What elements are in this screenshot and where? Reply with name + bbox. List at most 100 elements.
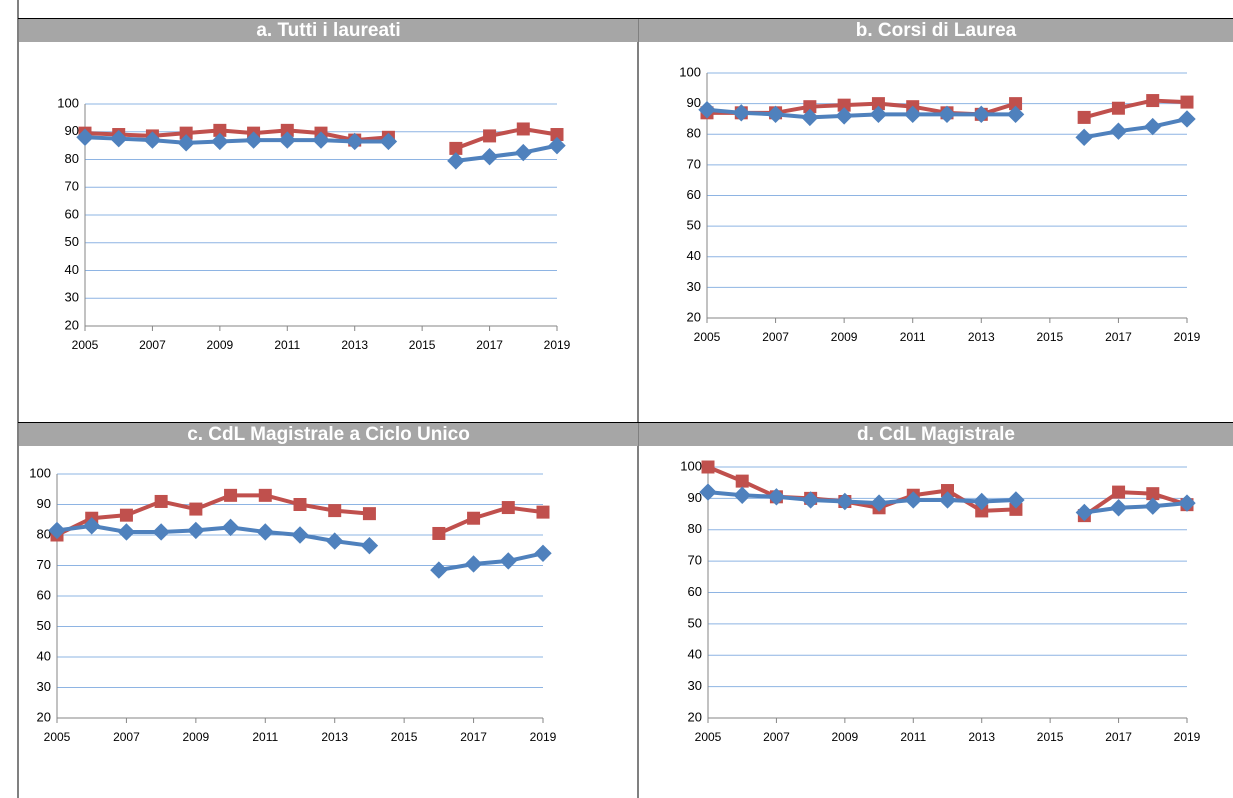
- x-tick-label: 2017: [460, 730, 487, 744]
- marker: [1109, 499, 1128, 517]
- marker: [154, 494, 168, 508]
- marker: [501, 501, 515, 515]
- marker: [972, 105, 990, 124]
- marker: [467, 511, 481, 525]
- marker: [256, 523, 274, 541]
- marker: [312, 131, 330, 149]
- marker: [699, 483, 717, 501]
- y-tick-label: 70: [687, 156, 701, 171]
- series-line: [84, 135, 558, 163]
- y-tick-label: 40: [687, 248, 701, 263]
- marker: [1077, 110, 1091, 124]
- marker: [1007, 491, 1025, 509]
- y-tick-label: 50: [687, 218, 701, 233]
- y-tick-label: 30: [688, 678, 702, 693]
- y-tick-label: 100: [29, 465, 51, 480]
- marker: [701, 460, 715, 474]
- marker: [1178, 110, 1196, 128]
- marker: [258, 488, 272, 502]
- x-tick-label: 2005: [44, 730, 71, 744]
- x-tick-label: 2005: [695, 730, 722, 744]
- y-tick-label: 50: [688, 615, 702, 630]
- series-line: [56, 523, 544, 573]
- y-tick-label: 20: [65, 317, 79, 332]
- y-tick-label: 40: [688, 647, 702, 662]
- y-tick-label: 40: [37, 648, 51, 663]
- marker: [278, 131, 296, 149]
- y-tick-label: 70: [37, 557, 51, 572]
- series-line: [84, 126, 558, 151]
- y-tick-label: 90: [65, 123, 79, 138]
- y-tick-label: 30: [687, 279, 701, 294]
- marker: [870, 494, 888, 512]
- marker: [483, 129, 497, 143]
- series-line: [706, 107, 1188, 140]
- x-tick-label: 2009: [207, 338, 234, 352]
- marker: [293, 498, 307, 511]
- y-tick-label: 40: [65, 262, 79, 277]
- marker: [1075, 503, 1094, 522]
- y-tick-label: 80: [65, 151, 79, 166]
- marker: [224, 488, 238, 502]
- x-tick-label: 2019: [544, 338, 571, 352]
- marker: [766, 105, 785, 124]
- series-line: [56, 493, 544, 537]
- x-tick-label: 2017: [476, 338, 503, 352]
- marker: [362, 507, 376, 521]
- x-tick-label: 2019: [530, 730, 557, 744]
- series-line: [707, 490, 1188, 515]
- marker: [1112, 485, 1126, 499]
- marker: [117, 523, 136, 541]
- marker: [548, 136, 566, 155]
- marker: [152, 523, 170, 541]
- marker: [346, 132, 364, 151]
- marker: [801, 491, 820, 509]
- marker: [973, 492, 991, 511]
- marker: [1146, 94, 1160, 108]
- marker: [1075, 128, 1093, 147]
- y-tick-label: 70: [688, 553, 702, 568]
- marker: [48, 521, 66, 540]
- x-tick-label: 2017: [1105, 730, 1132, 744]
- marker: [869, 105, 888, 124]
- y-tick-label: 80: [688, 521, 702, 536]
- y-tick-label: 100: [679, 64, 701, 79]
- chart-title: d. CdL Magistrale: [857, 424, 1015, 445]
- x-tick-label: 2011: [900, 330, 926, 344]
- y-tick-label: 70: [65, 179, 79, 194]
- x-tick-label: 2005: [72, 338, 99, 352]
- y-tick-label: 80: [37, 526, 51, 541]
- y-tick-label: 20: [687, 309, 701, 324]
- marker: [735, 474, 749, 488]
- marker: [211, 132, 229, 151]
- marker: [1144, 117, 1162, 136]
- marker: [938, 105, 956, 124]
- y-tick-label: 50: [37, 618, 51, 633]
- x-tick-label: 2009: [832, 730, 859, 744]
- marker: [432, 526, 446, 540]
- marker: [430, 561, 448, 579]
- marker: [1180, 95, 1194, 109]
- y-tick-label: 100: [680, 458, 702, 473]
- x-tick-label: 2015: [409, 338, 436, 352]
- marker: [1109, 122, 1128, 140]
- marker: [379, 132, 398, 151]
- x-tick-label: 2007: [113, 730, 140, 744]
- title-bar: [19, 19, 638, 42]
- y-tick-label: 100: [57, 95, 79, 110]
- title-bar: [639, 423, 1233, 446]
- marker: [536, 505, 550, 519]
- y-tick-label: 90: [37, 496, 51, 511]
- marker: [1006, 105, 1025, 124]
- y-tick-label: 60: [687, 187, 701, 202]
- marker: [516, 122, 530, 136]
- x-tick-label: 2007: [139, 338, 166, 352]
- title-bar: [639, 19, 1233, 42]
- x-tick-label: 2013: [341, 338, 368, 352]
- x-tick-label: 2009: [183, 730, 210, 744]
- table-frame: [17, 0, 1233, 798]
- marker: [360, 536, 379, 555]
- marker: [83, 517, 101, 535]
- marker: [187, 521, 205, 540]
